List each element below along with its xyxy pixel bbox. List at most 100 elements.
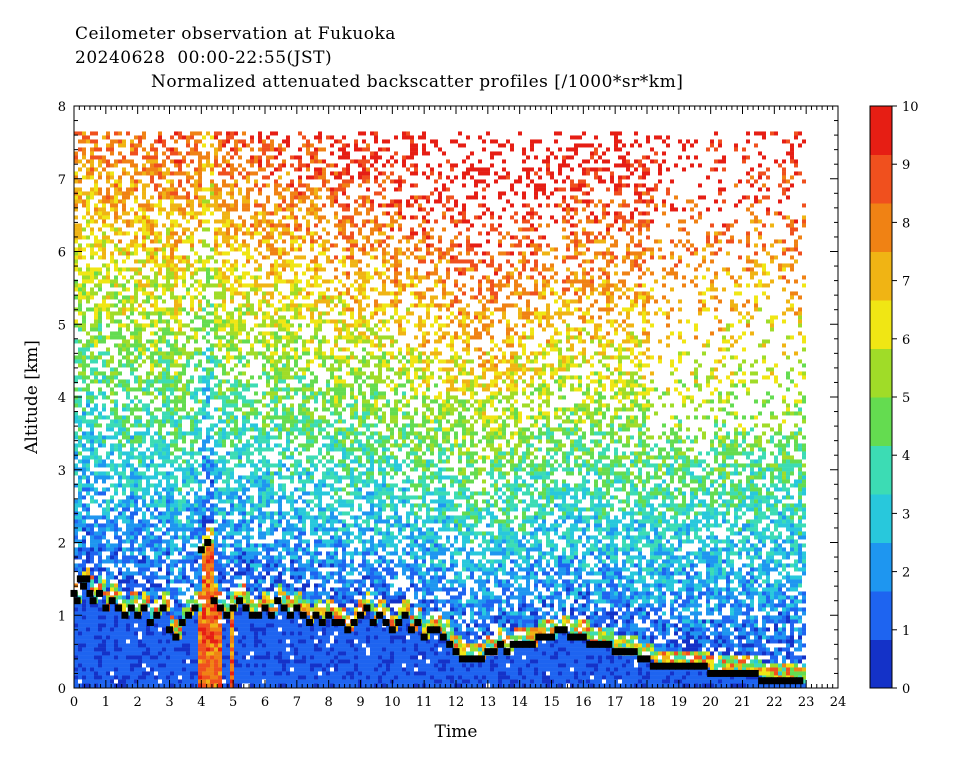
cloud-base-point (331, 619, 339, 627)
x-tick-label: 24 (830, 695, 847, 710)
cloud-base-point (159, 604, 167, 612)
cloud-base-point (624, 648, 632, 656)
cloud-base-point (427, 626, 435, 634)
x-tick-label: 7 (293, 695, 301, 710)
cloud-base-point (649, 662, 657, 670)
colorbar-segment (870, 300, 892, 349)
station-title: Ceilometer observation at Fukuoka (75, 24, 396, 44)
cloud-base-point (261, 604, 269, 612)
cloud-base-point (700, 662, 708, 670)
x-tick-label: 1 (102, 695, 110, 710)
cloud-base-point (458, 655, 466, 663)
cloud-base-point (452, 648, 460, 656)
cloud-base-point (535, 633, 543, 641)
cloud-base-point (758, 677, 766, 685)
backscatter-heatmap (74, 131, 806, 688)
cloud-base-point (522, 640, 530, 648)
cloud-base-point (204, 539, 212, 546)
cloud-base-point (140, 604, 148, 612)
cloud-base-point (477, 655, 485, 663)
cloud-base-point (516, 640, 524, 648)
cloud-base-point (306, 619, 314, 627)
cloud-base-point (630, 648, 638, 656)
cloud-base-point (210, 597, 218, 605)
x-tick-label: 20 (702, 695, 719, 710)
x-tick-label: 16 (575, 695, 592, 710)
x-tick-label: 5 (229, 695, 237, 710)
colorbar-tick-label: 10 (902, 100, 919, 115)
cloud-base-point (579, 633, 587, 641)
cloud-base-point (312, 611, 320, 619)
cloud-base-point (789, 677, 797, 685)
cloud-base-point (471, 655, 479, 663)
cloud-base-point (732, 669, 740, 677)
cloud-base-point (796, 677, 804, 685)
x-tick-label: 10 (384, 695, 401, 710)
cloud-base-point (134, 611, 142, 619)
cloud-base-point (197, 546, 205, 554)
y-tick-label: 5 (58, 318, 66, 333)
cloud-base-point (102, 604, 110, 612)
x-tick-label: 12 (448, 695, 465, 710)
cloud-base-point (713, 669, 721, 677)
colorbar-tick-label: 1 (902, 624, 910, 639)
cloud-base-point (121, 611, 129, 619)
x-tick-label: 13 (480, 695, 497, 710)
cloud-base-point (573, 633, 581, 641)
x-tick-label: 14 (511, 695, 528, 710)
x-tick-label: 19 (671, 695, 688, 710)
cloud-base-point (153, 611, 161, 619)
cloud-base-point (185, 611, 193, 619)
cloud-base-point (83, 575, 91, 583)
x-tick-label: 2 (134, 695, 142, 710)
x-axis-label: Time (435, 722, 478, 742)
colorbar-segment (870, 106, 892, 155)
cloud-base-point (554, 626, 562, 634)
colorbar-segment (870, 542, 892, 592)
cloud-base-point (598, 640, 606, 648)
colorbar-tick-label: 0 (902, 682, 910, 697)
colorbar-tick-label: 6 (902, 333, 910, 348)
cloud-base-point (662, 662, 670, 670)
x-tick-label: 17 (607, 695, 624, 710)
cloud-base-point (242, 604, 250, 612)
colorbar-segment (870, 154, 892, 204)
x-tick-label: 23 (798, 695, 815, 710)
cloud-base-point (637, 655, 645, 663)
chart-title: Normalized attenuated backscatter profil… (151, 72, 684, 92)
cloud-base-point (325, 611, 333, 619)
colorbar-segment (870, 203, 892, 252)
y-axis-label: Altitude [km] (22, 340, 42, 455)
cloud-base-point (382, 619, 390, 627)
cloud-base-point (726, 669, 734, 677)
cloud-base-point (465, 655, 473, 663)
cloud-base-point (541, 633, 549, 641)
cloud-base-point (86, 589, 94, 597)
cloud-base-point (509, 640, 517, 648)
x-tick-label: 8 (325, 695, 333, 710)
y-tick-label: 1 (58, 609, 66, 624)
cloud-base-point (127, 604, 135, 612)
y-tick-label: 8 (58, 100, 66, 115)
cloud-base-point (592, 640, 600, 648)
cloud-base-point (739, 669, 746, 677)
cloud-base-point (503, 648, 511, 656)
cloud-base-point (560, 626, 568, 634)
y-tick-label: 4 (58, 391, 66, 406)
cloud-base-point (350, 619, 358, 627)
x-tick-label: 6 (261, 695, 269, 710)
y-tick-label: 7 (58, 173, 66, 188)
cloud-base-point (318, 619, 326, 627)
colorbar-tick-label: 9 (902, 158, 910, 173)
colorbar-tick-label: 8 (902, 216, 910, 231)
cloud-base-point (80, 582, 88, 590)
cloud-base-point (548, 633, 555, 641)
cloud-base-point (267, 611, 275, 619)
cloud-base-point (688, 662, 696, 670)
colorbar-tick-label: 7 (902, 275, 910, 290)
x-tick-label: 15 (543, 695, 560, 710)
cloud-base-point (586, 640, 594, 648)
x-tick-label: 22 (766, 695, 783, 710)
cloud-base-point (618, 648, 626, 656)
colorbar-segment (870, 591, 892, 640)
